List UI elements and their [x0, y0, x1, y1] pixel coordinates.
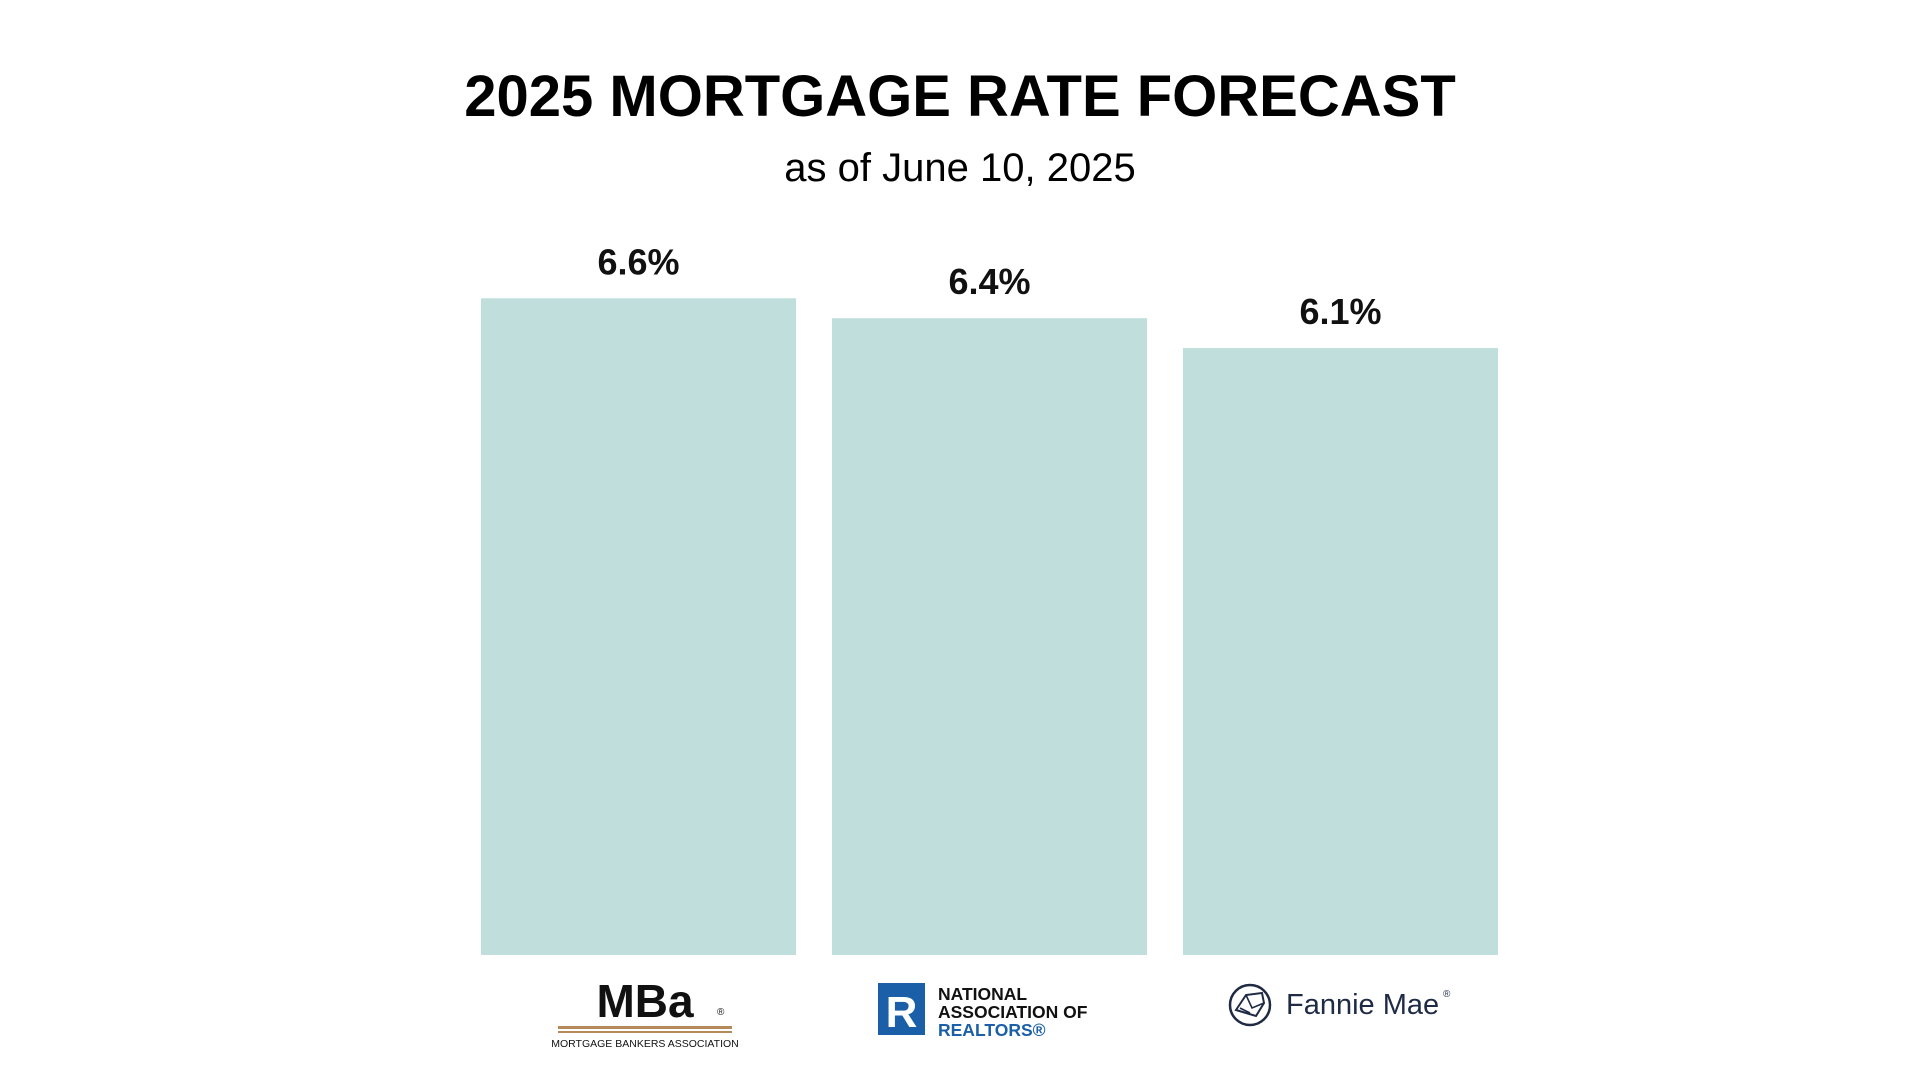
bar-2 — [832, 318, 1147, 955]
value-labels-group: 6.6% 6.4% 6.1% — [597, 241, 1381, 332]
chart-title: 2025 MORTGAGE RATE FORECAST — [464, 64, 1456, 129]
nar-logo-letter: R — [886, 988, 918, 1037]
bar-3 — [1183, 348, 1498, 955]
fannie-mae-name: Fannie Mae — [1286, 989, 1439, 1021]
bars-group — [481, 298, 1498, 955]
mba-logo-subtext: MORTGAGE BANKERS ASSOCIATION — [551, 1038, 738, 1050]
fannie-mae-registered: ® — [1443, 989, 1451, 1000]
mba-logo-rule-top — [558, 1026, 732, 1029]
value-label-2: 6.4% — [948, 261, 1030, 302]
mba-logo-registered: ® — [717, 1007, 725, 1018]
nar-logo-line1: NATIONAL — [938, 984, 1027, 1004]
nar-logo: R NATIONAL ASSOCIATION OF REALTORS® — [878, 983, 1088, 1040]
nar-logo-line2: ASSOCIATION OF — [938, 1002, 1088, 1022]
nar-logo-line3: REALTORS® — [938, 1020, 1046, 1040]
value-label-3: 6.1% — [1299, 291, 1381, 332]
fannie-mae-logo: Fannie Mae ® — [1228, 983, 1451, 1027]
value-label-1: 6.6% — [597, 241, 679, 282]
nar-logo-box — [878, 983, 925, 1035]
house-roof-icon — [1228, 983, 1272, 1027]
mba-logo-rule-bottom — [558, 1031, 732, 1033]
mba-logo: MBa ® MORTGAGE BANKERS ASSOCIATION — [551, 975, 738, 1050]
bar-1 — [481, 298, 796, 955]
chart-subtitle: as of June 10, 2025 — [784, 146, 1136, 190]
mba-logo-mark: MBa — [596, 975, 694, 1027]
